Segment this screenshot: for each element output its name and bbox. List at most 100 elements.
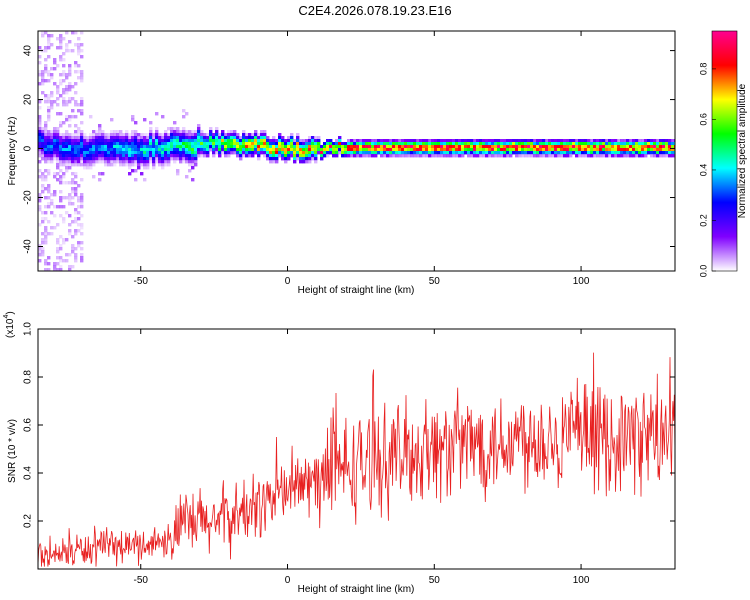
heatmap-cell [125, 130, 129, 134]
heatmap-cell [332, 154, 336, 158]
heatmap-cell [53, 139, 57, 143]
heatmap-cell [56, 130, 60, 134]
heatmap-cell [227, 151, 231, 155]
y-tick-label: -20 [23, 190, 34, 205]
heatmap-cell [170, 127, 174, 131]
heatmap-cell [44, 94, 48, 98]
heatmap-cell [215, 148, 219, 152]
heatmap-cell [383, 148, 387, 152]
heatmap-cell [509, 139, 513, 143]
heatmap-cell [62, 181, 66, 185]
heatmap-cell [473, 148, 477, 152]
heatmap-cell [68, 124, 72, 128]
heatmap-cell [50, 160, 54, 164]
heatmap-cell [107, 151, 111, 155]
heatmap-cell [281, 145, 285, 149]
heatmap-cell [488, 151, 492, 155]
heatmap-cell [482, 139, 486, 143]
y-tick-label: 40 [23, 45, 34, 57]
heatmap-cell [383, 139, 387, 143]
heatmap-cell [149, 151, 153, 155]
heatmap-cell [392, 142, 396, 146]
heatmap-cell [605, 151, 609, 155]
heatmap-cell [359, 151, 363, 155]
heatmap-cell [266, 142, 270, 146]
heatmap-cell [446, 148, 450, 152]
heatmap-cell [176, 133, 180, 137]
heatmap-cell [65, 160, 69, 164]
heatmap-cell [545, 151, 549, 155]
heatmap-cell [437, 154, 441, 158]
heatmap-cell [131, 118, 135, 122]
heatmap-cell [230, 136, 234, 140]
heatmap-cell [137, 157, 141, 161]
heatmap-cell [434, 145, 438, 149]
heatmap-cell [38, 106, 42, 110]
heatmap-cell [185, 133, 189, 137]
heatmap-cell [122, 154, 126, 158]
heatmap-cell [254, 142, 258, 146]
heatmap-cell [56, 103, 60, 107]
heatmap-cell [257, 133, 261, 137]
heatmap-cell [410, 145, 414, 149]
heatmap-cell [71, 109, 75, 113]
heatmap-cell [38, 82, 42, 86]
heatmap-cell [320, 154, 324, 158]
heatmap-cell [80, 148, 84, 152]
heatmap-cell [428, 154, 432, 158]
heatmap-cell [560, 154, 564, 158]
heatmap-cell [74, 187, 78, 191]
heatmap-cell [176, 172, 180, 176]
heatmap-cell [302, 157, 306, 161]
heatmap-cell [128, 136, 132, 140]
heatmap-cell [398, 148, 402, 152]
heatmap-cell [626, 148, 630, 152]
heatmap-cell [176, 169, 180, 173]
heatmap-cell [263, 154, 267, 158]
heatmap-cell [623, 139, 627, 143]
heatmap-cell [44, 145, 48, 149]
heatmap-cell [284, 145, 288, 149]
heatmap-cell [122, 142, 126, 146]
heatmap-cell [41, 139, 45, 143]
heatmap-cell [44, 235, 48, 239]
heatmap-cell [620, 139, 624, 143]
heatmap-cell [650, 151, 654, 155]
heatmap-cell [77, 148, 81, 152]
heatmap-cell [53, 58, 57, 62]
heatmap-cell [218, 151, 222, 155]
heatmap-cell [65, 163, 69, 167]
heatmap-cell [308, 136, 312, 140]
heatmap-cell [173, 148, 177, 152]
heatmap-cell [38, 199, 42, 203]
heatmap-cell [239, 148, 243, 152]
heatmap-cell [557, 154, 561, 158]
heatmap-cell [425, 154, 429, 158]
heatmap-cell [155, 127, 159, 131]
heatmap-cell [572, 145, 576, 149]
heatmap-cell [242, 139, 246, 143]
heatmap-cell [665, 145, 669, 149]
heatmap-cell [110, 142, 114, 146]
heatmap-cell [65, 31, 69, 35]
heatmap-cell [464, 139, 468, 143]
heatmap-cell [638, 145, 642, 149]
heatmap-cell [41, 76, 45, 80]
heatmap-cell [68, 145, 72, 149]
heatmap-cell [422, 145, 426, 149]
heatmap-cell [80, 70, 84, 74]
heatmap-cell [299, 157, 303, 161]
heatmap-cell [206, 139, 210, 143]
heatmap-cell [584, 151, 588, 155]
heatmap-cell [404, 148, 408, 152]
heatmap-cell [80, 199, 84, 203]
heatmap-cell [296, 133, 300, 137]
snr-line [38, 352, 675, 567]
heatmap-cell [311, 139, 315, 143]
heatmap-cell [77, 157, 81, 161]
heatmap-cell [275, 151, 279, 155]
heatmap-cell [233, 148, 237, 152]
heatmap-cell [248, 145, 252, 149]
heatmap-cell [665, 151, 669, 155]
